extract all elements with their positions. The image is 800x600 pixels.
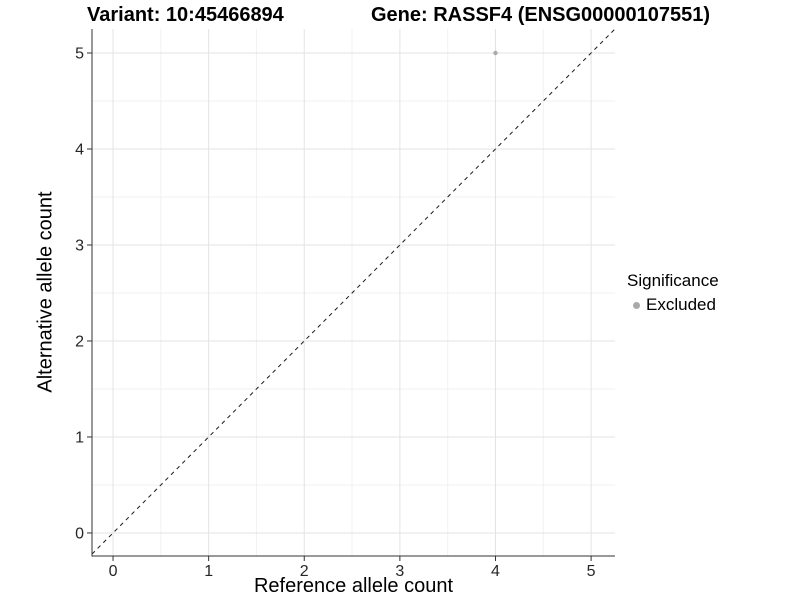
x-tick-label: 5 bbox=[587, 563, 596, 580]
y-tick-label: 0 bbox=[75, 525, 84, 542]
x-tick-label: 4 bbox=[491, 563, 500, 580]
legend-item-excluded: Excluded bbox=[627, 295, 719, 315]
legend-item-label: Excluded bbox=[646, 295, 716, 314]
plot-title-gene: Gene: RASSF4 (ENSG00000107551) bbox=[371, 4, 711, 26]
data-point bbox=[493, 50, 498, 56]
identity-line bbox=[91, 28, 616, 555]
x-tick-label: 0 bbox=[109, 563, 118, 580]
x-tick-label: 1 bbox=[204, 563, 213, 580]
y-axis-title: Alternative allele count bbox=[34, 191, 57, 393]
x-tick-label: 2 bbox=[300, 563, 309, 580]
y-tick-label: 1 bbox=[75, 429, 84, 446]
y-tick-label: 4 bbox=[75, 141, 84, 158]
legend: Significance Excluded bbox=[627, 271, 719, 315]
y-tick-label: 3 bbox=[75, 237, 84, 254]
plot-title-variant: Variant: 10:45466894 bbox=[87, 4, 284, 26]
y-tick-label: 5 bbox=[75, 45, 84, 62]
y-tick-label: 2 bbox=[75, 333, 84, 350]
legend-point-swatch bbox=[633, 301, 640, 309]
legend-title: Significance bbox=[627, 271, 719, 290]
x-axis-title: Reference allele count bbox=[253, 575, 453, 597]
x-tick-label: 3 bbox=[395, 563, 404, 580]
